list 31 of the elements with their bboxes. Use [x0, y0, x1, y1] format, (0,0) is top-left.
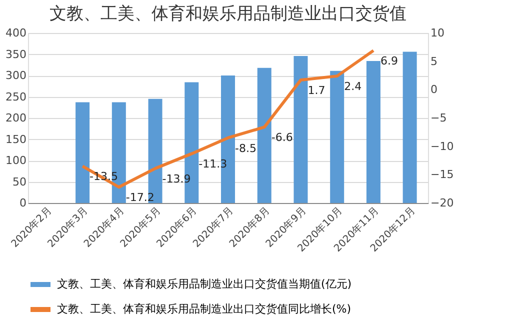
- bar: [76, 102, 90, 203]
- y-tick-label: 100: [6, 154, 26, 167]
- y-tick-label: 150: [6, 132, 26, 146]
- y2-tick-label: 5: [430, 54, 438, 68]
- y-tick-label: 200: [6, 112, 26, 124]
- bar: [330, 70, 344, 203]
- bar: [402, 52, 417, 203]
- chart-title: 文教、工美、体育和娱乐用品制造业出口交货值: [50, 4, 406, 24]
- data-label: 2.4: [344, 80, 362, 94]
- y2-tick-label: −10: [430, 140, 454, 153]
- bar: [366, 61, 380, 203]
- y-tick-label: 300: [6, 69, 26, 82]
- data-label: -6.6: [271, 131, 293, 144]
- y2-tick-label: −20: [430, 196, 454, 210]
- y2-tick-label: 10: [430, 26, 444, 40]
- data-label: 1.7: [308, 84, 326, 98]
- y-tick-label: 350: [6, 48, 26, 61]
- y-tick-label: 50: [12, 175, 26, 188]
- y2-tick-label: −5: [430, 112, 447, 124]
- data-label: 6.9: [380, 54, 398, 68]
- y-tick-label: 0: [20, 196, 26, 210]
- y-tick-label: 400: [6, 26, 26, 40]
- legend-label: 文教、工美、体育和娱乐用品制造业出口交货值当期值(亿元): [57, 278, 352, 290]
- y2-tick-label: −15: [430, 168, 454, 182]
- bar: [257, 68, 272, 203]
- line-series: [81, 49, 375, 189]
- legend-label: 文教、工美、体育和娱乐用品制造业出口交货值同比增长(%): [57, 302, 352, 316]
- data-label: -8.5: [235, 142, 256, 155]
- y-tick-label: 250: [6, 90, 26, 104]
- bar: [294, 56, 308, 203]
- y2-tick-label: 0: [430, 83, 438, 96]
